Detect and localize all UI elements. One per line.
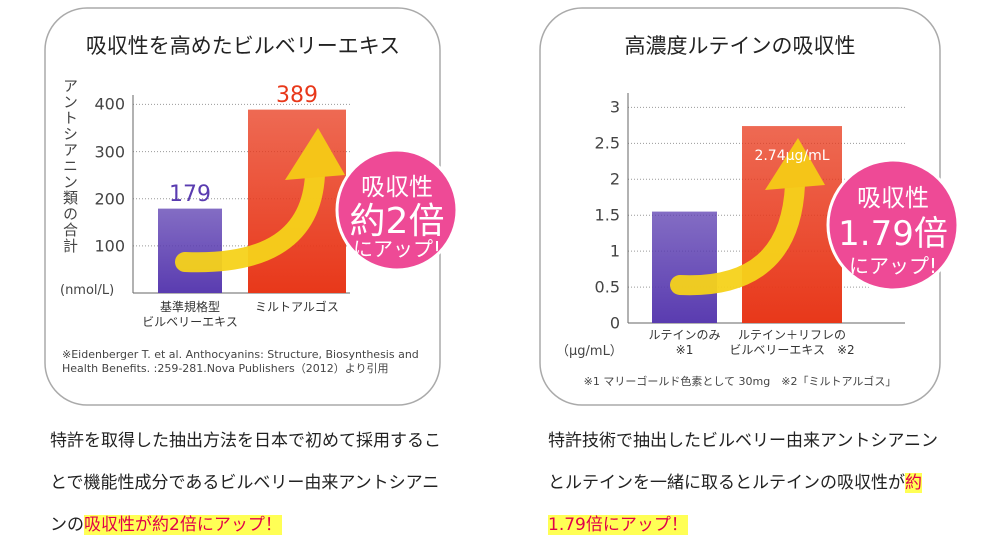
footnote: ※1 マリーゴールド色素として 30mg ※2「ミルトアルゴス」 <box>583 375 897 388</box>
y-tick-label: 0.5 <box>594 277 620 297</box>
chart-title: 吸収性を高めたビルベリーエキス <box>85 34 401 58</box>
footnote: ※Eidenberger T. et al. Anthocyanins: Str… <box>62 348 419 375</box>
caption-highlight: 吸収性が約2倍にアップ！ <box>84 515 282 535</box>
y-tick-label: 2 <box>609 169 620 189</box>
y-tick-label: 300 <box>94 142 125 162</box>
value-label: 389 <box>276 82 318 108</box>
y-axis-label: アントシアニン類の合計 <box>61 78 79 254</box>
y-unit: (nmol/L) <box>60 283 115 298</box>
badge <box>826 158 960 292</box>
caption: 特許を取得した抽出方法を日本で初めて採用することで機能性成分であるビルベリー由来… <box>50 420 450 546</box>
value-label: 179 <box>169 181 211 207</box>
badge-text: 吸収性 <box>361 172 433 201</box>
arrow-head <box>765 138 825 190</box>
y-tick-label: 1 <box>609 241 620 261</box>
badge-text: 約2倍 <box>349 201 445 242</box>
badge-text: 1.79倍 <box>838 213 948 254</box>
caption-text: 特許を取得した抽出方法を日本で初めて採用することで機能性成分であるビルベリー由来… <box>50 431 441 535</box>
y-tick-label: 100 <box>94 236 125 256</box>
x-tick-label: ルテイン＋リフレの ビルベリーエキス ※2 <box>729 328 855 357</box>
y-tick-label: 1.5 <box>594 205 620 225</box>
arrow-head <box>285 128 345 180</box>
arrow <box>670 175 805 296</box>
x-tick-label: 基準規格型 ビルベリーエキス <box>142 300 238 329</box>
badge-text: にアップ! <box>848 253 938 278</box>
y-tick-label: 400 <box>94 94 125 114</box>
y-unit: （μg/mL） <box>556 344 623 359</box>
bar <box>652 211 717 323</box>
y-tick-label: 0 <box>609 313 620 333</box>
y-tick-label: 200 <box>94 189 125 209</box>
caption-text: 特許技術で抽出したビルベリー由来アントシアニンとルテインを一緒に取るとルテインの… <box>548 431 938 493</box>
bar <box>158 208 222 293</box>
badge-text: にアップ! <box>352 236 442 261</box>
arrow <box>175 165 325 273</box>
bar <box>248 109 346 293</box>
y-tick-label: 2.5 <box>594 133 620 153</box>
badge <box>335 148 459 272</box>
chart-title: 高濃度ルテインの吸収性 <box>624 34 856 58</box>
caption: 特許技術で抽出したビルベリー由来アントシアニンとルテインを一緒に取るとルテインの… <box>548 420 948 546</box>
value-label: 2.74μg/mL <box>754 148 830 165</box>
x-tick-label: ミルトアルゴス <box>255 300 339 314</box>
x-tick-label: ルテインのみ ※1 <box>648 328 721 357</box>
badge-text: 吸収性 <box>857 184 929 213</box>
y-tick-label: 3 <box>609 97 620 117</box>
